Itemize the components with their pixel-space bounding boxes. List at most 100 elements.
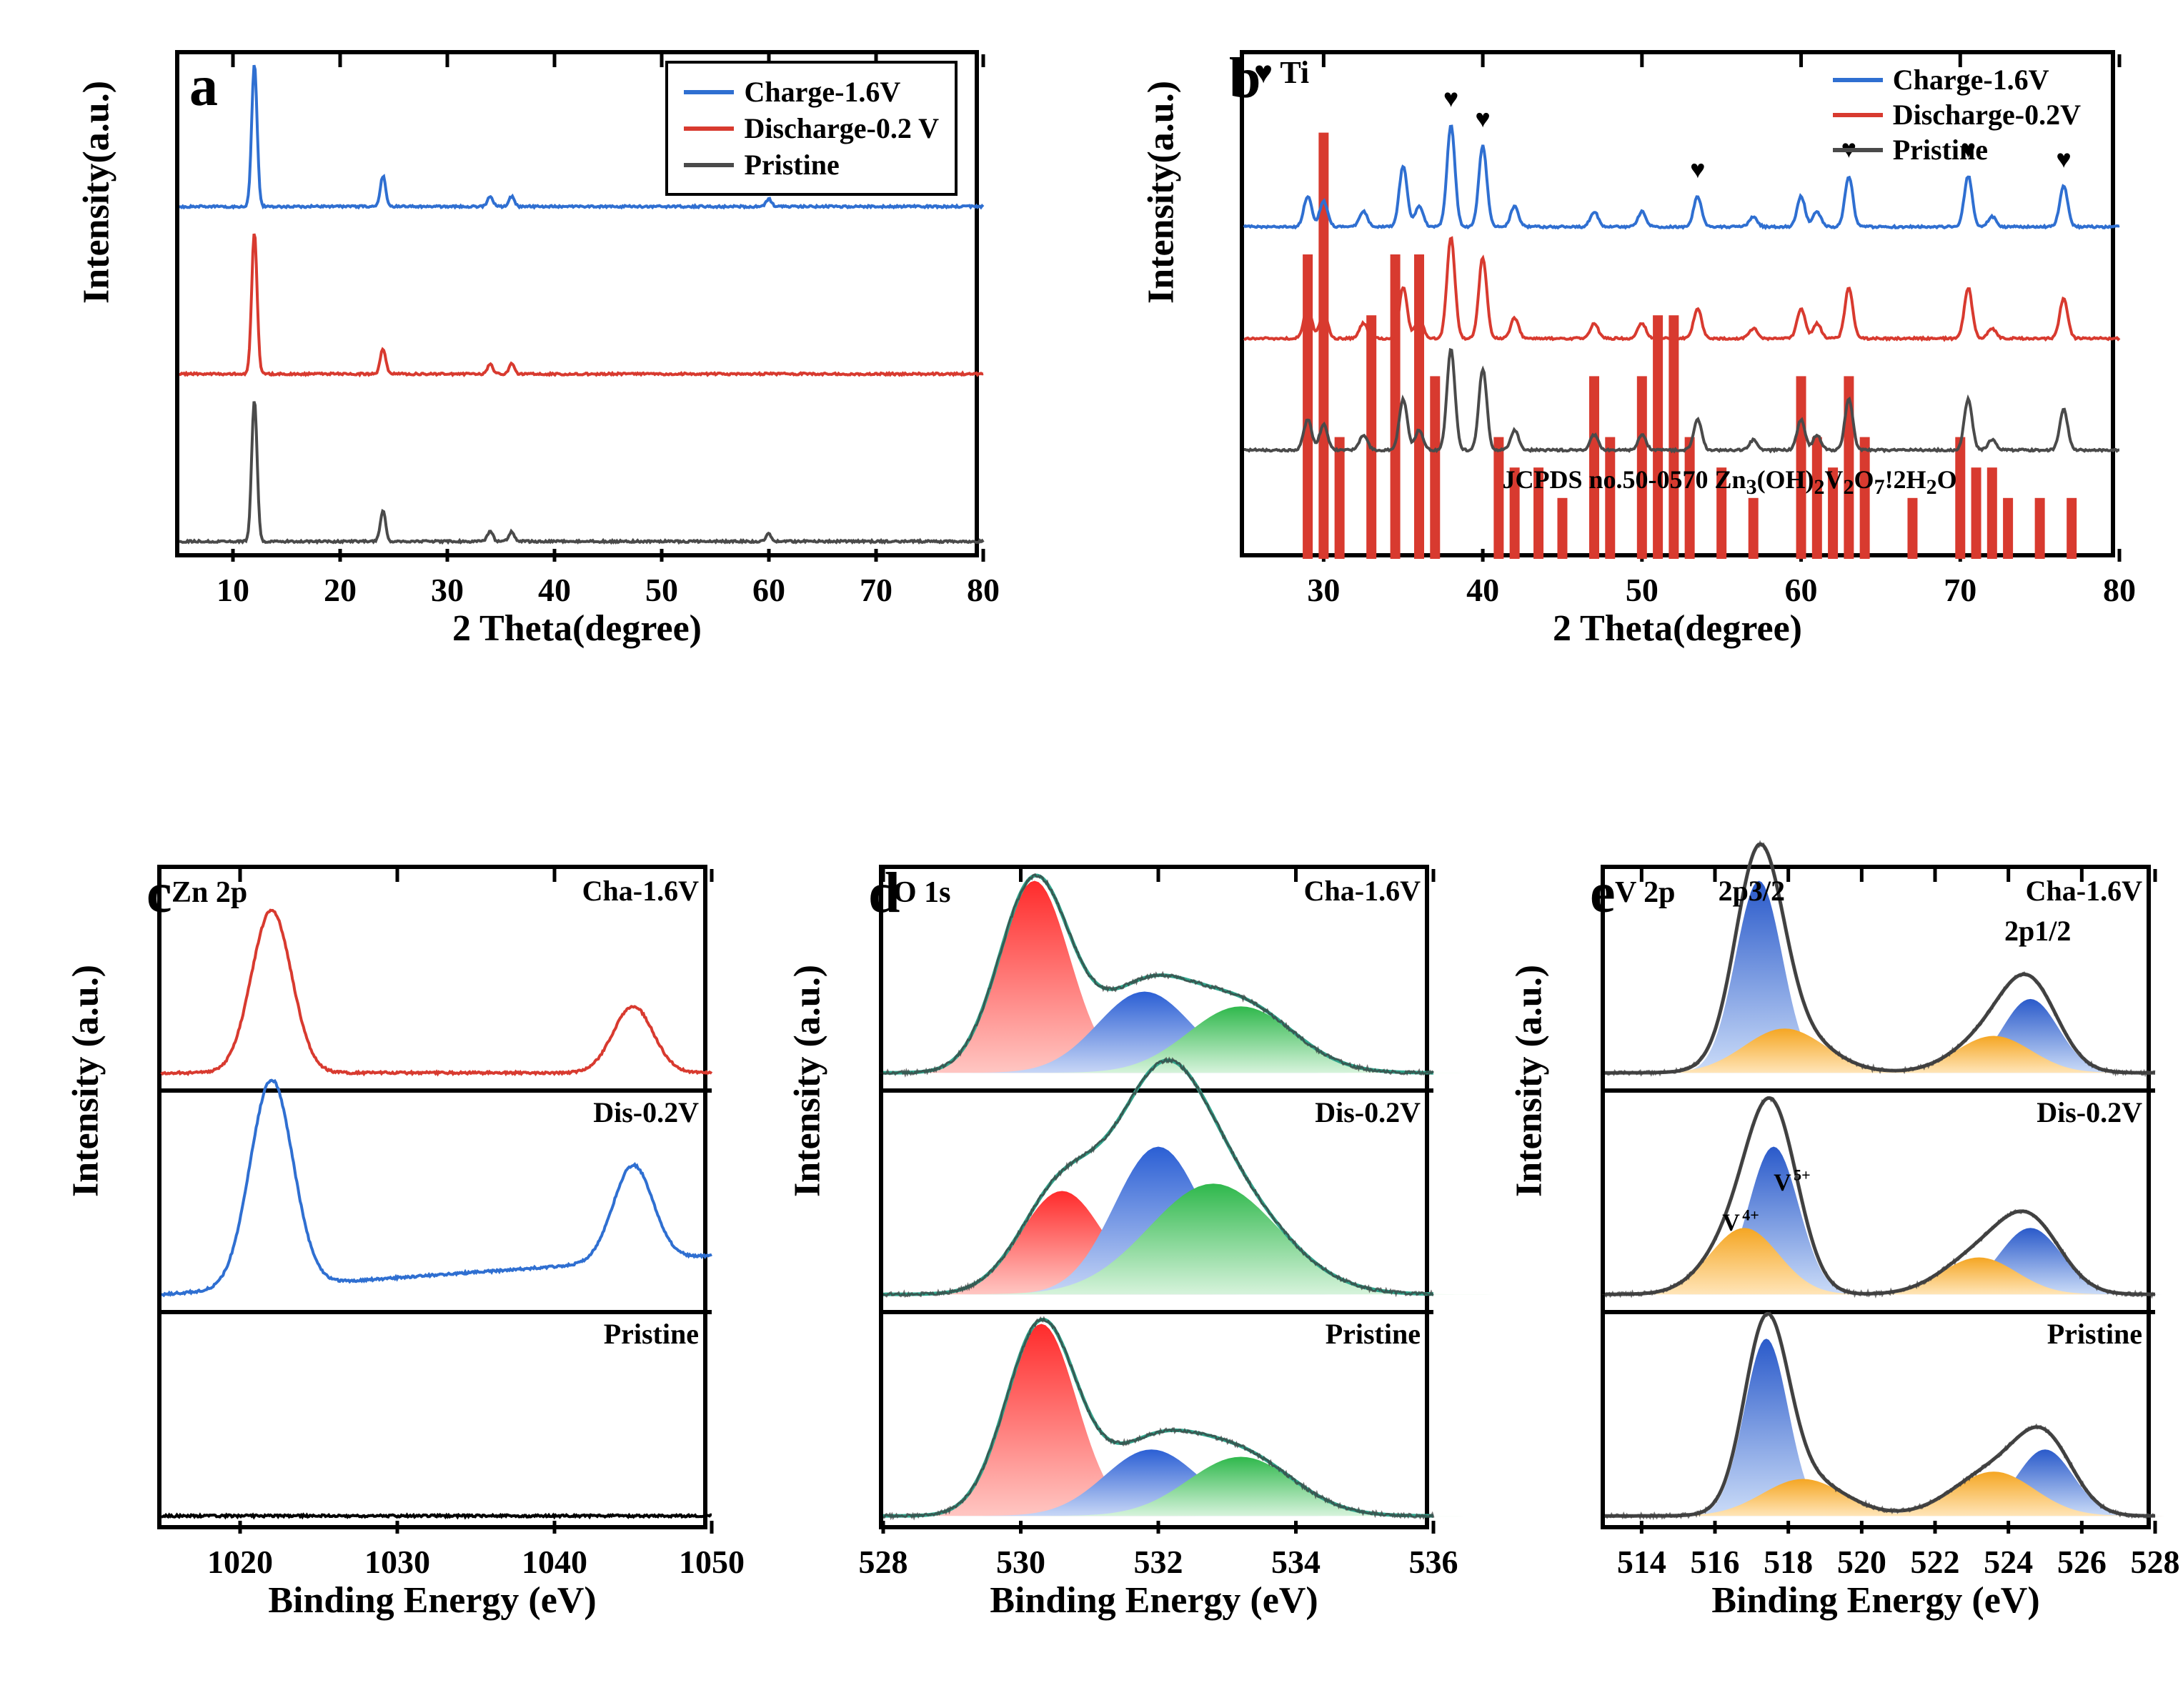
ref-stick xyxy=(2003,498,2013,559)
subpanel-label: Pristine xyxy=(1326,1318,1421,1350)
xrd-series xyxy=(179,402,983,542)
subpanel-label: Pristine xyxy=(2047,1318,2142,1350)
svg-text:520: 520 xyxy=(1837,1544,1886,1580)
svg-text:40: 40 xyxy=(1466,572,1499,608)
svg-text:80: 80 xyxy=(967,572,1000,608)
legend-row: Discharge-0.2V xyxy=(1833,98,2081,131)
anno-v5-sup: 5+ xyxy=(1794,1166,1811,1184)
panel-a-xlabel: 2 Theta(degree) xyxy=(175,607,979,650)
panel-d-label: d xyxy=(868,861,900,926)
ref-stick xyxy=(1557,498,1567,559)
ref-stick xyxy=(1430,376,1440,559)
ti-heart-icon: ♥ xyxy=(1475,104,1490,133)
legend-label: Discharge-0.2V xyxy=(1893,98,2081,131)
legend-row: Charge-1.6V xyxy=(1833,63,2081,96)
legend-row: Charge-1.6V xyxy=(684,75,939,109)
panel-d: 528530532534536Cha-1.6VDis-0.2VPristineO… xyxy=(772,843,1443,1651)
panel-c-axes: 1020103010401050Cha-1.6VDis-0.2VPristine… xyxy=(157,865,707,1529)
legend-row: Pristine xyxy=(1833,133,2081,167)
ref-stick xyxy=(1414,254,1424,559)
svg-text:528: 528 xyxy=(859,1544,908,1580)
panel-c: 1020103010401050Cha-1.6VDis-0.2VPristine… xyxy=(50,843,722,1651)
legend-swatch xyxy=(684,90,734,94)
anno-2p12: 2p1/2 xyxy=(2004,915,2071,947)
ti-heart-icon: ♥ xyxy=(1690,155,1705,184)
anno-v5: V xyxy=(1774,1170,1791,1196)
xps-title: Zn 2p xyxy=(171,876,247,909)
panel-e-xlabel: Binding Energy (eV) xyxy=(1601,1579,2151,1622)
svg-text:70: 70 xyxy=(1944,572,1976,608)
subpanel-label: Cha-1.6V xyxy=(582,875,699,907)
svg-text:522: 522 xyxy=(1911,1544,1960,1580)
svg-text:20: 20 xyxy=(324,572,357,608)
svg-text:1030: 1030 xyxy=(364,1544,430,1580)
svg-text:60: 60 xyxy=(752,572,785,608)
panel-b-legend: Charge-1.6VDischarge-0.2VPristine xyxy=(1820,57,2094,172)
svg-text:524: 524 xyxy=(1984,1544,2033,1580)
legend-label: Charge-1.6V xyxy=(1893,63,2049,96)
ti-heart-icon: ♥ xyxy=(1443,84,1458,112)
svg-text:534: 534 xyxy=(1271,1544,1321,1580)
panel-d-axes: 528530532534536Cha-1.6VDis-0.2VPristineO… xyxy=(879,865,1429,1529)
legend-swatch xyxy=(684,126,734,131)
subpanel-label: Cha-1.6V xyxy=(1304,875,1421,907)
subpanel-label: Dis-0.2V xyxy=(1315,1096,1421,1128)
svg-text:528: 528 xyxy=(2131,1544,2180,1580)
ref-stick xyxy=(1366,315,1376,559)
panel-c-ylabel: Intensity (a.u.) xyxy=(65,965,107,1197)
legend-swatch xyxy=(1833,113,1883,117)
legend-swatch xyxy=(1833,78,1883,82)
svg-text:70: 70 xyxy=(860,572,892,608)
panel-b: 304050607080♥♥♥♥♥♥JCPDS no.50-0570 Zn3(O… xyxy=(1115,21,2137,679)
svg-text:50: 50 xyxy=(645,572,678,608)
xps-line xyxy=(161,910,712,1074)
svg-text:80: 80 xyxy=(2103,572,2136,608)
ref-stick xyxy=(2035,498,2045,559)
panel-c-xlabel: Binding Energy (eV) xyxy=(157,1579,707,1622)
ref-stick xyxy=(1318,133,1328,559)
xps-line xyxy=(161,1515,712,1517)
ref-stick xyxy=(1907,498,1917,559)
svg-text:50: 50 xyxy=(1626,572,1659,608)
svg-text:530: 530 xyxy=(996,1544,1045,1580)
ref-stick xyxy=(2067,498,2077,559)
svg-text:532: 532 xyxy=(1134,1544,1183,1580)
anno-v4: V xyxy=(1722,1209,1740,1236)
panel-e: 514516518520522524526528Cha-1.6VDis-0.2V… xyxy=(1493,843,2165,1651)
panel-a-legend: Charge-1.6VDischarge-0.2 VPristine xyxy=(665,61,958,196)
anno-2p32: 2p3/2 xyxy=(1719,875,1785,907)
svg-text:30: 30 xyxy=(1307,572,1340,608)
panel-a-ylabel: Intensity(a.u.) xyxy=(76,81,118,304)
svg-text:516: 516 xyxy=(1691,1544,1740,1580)
panel-e-ylabel: Intensity (a.u.) xyxy=(1508,965,1551,1197)
legend-swatch xyxy=(684,163,734,167)
xps-component xyxy=(1612,1339,1920,1516)
svg-text:1040: 1040 xyxy=(522,1544,587,1580)
svg-text:514: 514 xyxy=(1617,1544,1666,1580)
ti-marker-key: ♥ Ti xyxy=(1254,54,1309,91)
svg-text:30: 30 xyxy=(431,572,464,608)
subpanel-label: Dis-0.2V xyxy=(2037,1096,2142,1128)
ref-stick xyxy=(1749,498,1759,559)
subpanel-label: Dis-0.2V xyxy=(593,1096,699,1128)
legend-row: Discharge-0.2 V xyxy=(684,111,939,145)
svg-text:536: 536 xyxy=(1409,1544,1458,1580)
svg-text:518: 518 xyxy=(1764,1544,1813,1580)
svg-text:1050: 1050 xyxy=(679,1544,745,1580)
figure-root: 1020304050607080Charge-1.6VDischarge-0.2… xyxy=(0,0,2183,1708)
subpanel-label: Cha-1.6V xyxy=(2026,875,2142,907)
legend-label: Pristine xyxy=(744,148,839,182)
legend-label: Discharge-0.2 V xyxy=(744,111,939,145)
ref-stick xyxy=(1669,315,1679,559)
ref-stick xyxy=(1653,315,1663,559)
legend-label: Pristine xyxy=(1893,133,1988,167)
ref-stick xyxy=(1971,467,1981,559)
svg-text:526: 526 xyxy=(2057,1544,2107,1580)
xps-title: V 2p xyxy=(1615,876,1675,909)
panel-a: 1020304050607080Charge-1.6VDischarge-0.2… xyxy=(50,21,1000,679)
legend-row: Pristine xyxy=(684,148,939,182)
panel-d-xlabel: Binding Energy (eV) xyxy=(879,1579,1429,1622)
ref-stick xyxy=(1987,467,1997,559)
subpanel-label: Pristine xyxy=(604,1318,699,1350)
panel-e-axes: 514516518520522524526528Cha-1.6VDis-0.2V… xyxy=(1601,865,2151,1529)
